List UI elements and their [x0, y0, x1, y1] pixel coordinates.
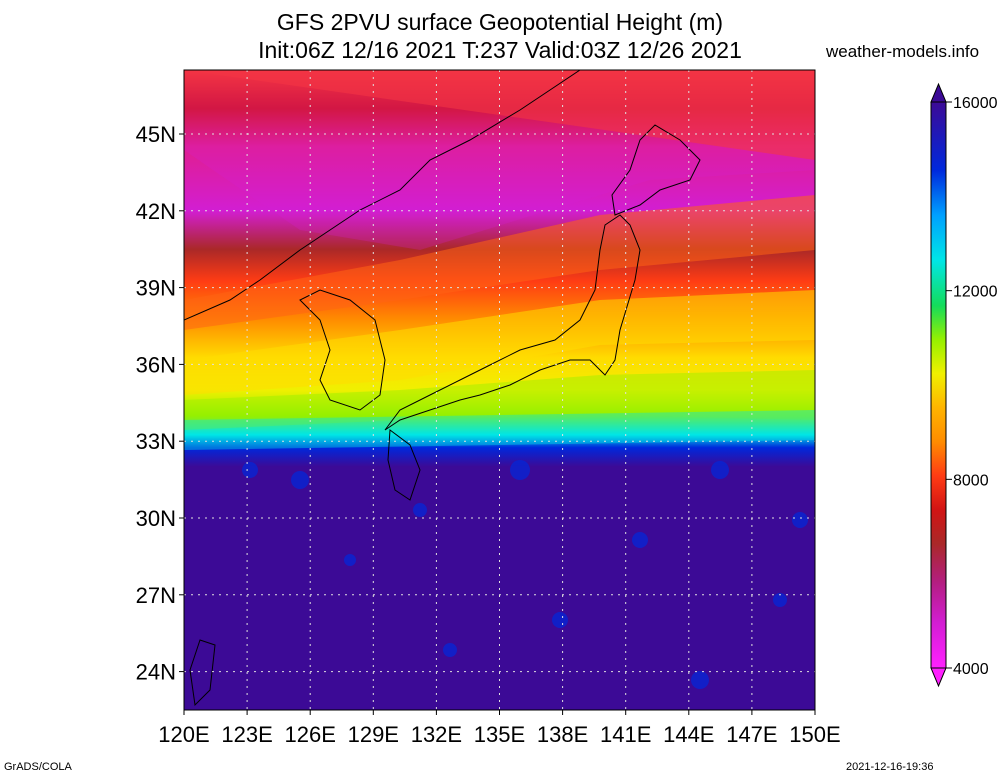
map-subtitle: Init:06Z 12/16 2021 T:237 Valid:03Z 12/2… — [258, 37, 742, 63]
footer-timestamp: 2021-12-16-19:36 — [846, 761, 934, 773]
lat-tick-label: 45N — [136, 122, 176, 147]
lat-tick-label: 24N — [136, 660, 176, 685]
lat-tick-label: 33N — [136, 429, 176, 454]
footer-software: GrADS/COLA — [4, 761, 72, 773]
colorbar-label: 16000 — [953, 95, 998, 112]
colorbar-bottom-arrow — [930, 667, 947, 688]
map-gridlines — [184, 70, 815, 710]
lon-tick-label: 144E — [663, 722, 714, 747]
lon-tick-label: 141E — [600, 722, 651, 747]
colorbar-label: 4000 — [953, 661, 989, 678]
lat-tick-label: 30N — [136, 506, 176, 531]
lon-tick-label: 135E — [474, 722, 525, 747]
lon-tick-label: 126E — [285, 722, 336, 747]
colorbar: 4000 8000 12000 16000 — [930, 82, 998, 688]
lon-tick-label: 120E — [158, 722, 209, 747]
colorbar-gradient — [930, 101, 947, 669]
map-title: GFS 2PVU surface Geopotential Height (m) — [276, 9, 724, 35]
lon-tick-label: 138E — [537, 722, 588, 747]
lat-tick-label: 42N — [136, 199, 176, 224]
site-credit: weather-models.info — [826, 42, 980, 61]
lon-tick-label: 123E — [221, 722, 272, 747]
lat-tick-label: 36N — [136, 352, 176, 377]
lon-tick-label: 129E — [348, 722, 399, 747]
lat-tick-label: 39N — [136, 276, 176, 301]
lon-tick-label: 147E — [726, 722, 777, 747]
geopotential-field — [184, 70, 815, 710]
lat-tick-label: 27N — [136, 583, 176, 608]
lon-tick-label: 150E — [789, 722, 840, 747]
colorbar-top-arrow — [930, 82, 947, 103]
colorbar-label: 12000 — [953, 284, 998, 301]
colorbar-label: 8000 — [953, 472, 989, 489]
lon-tick-label: 132E — [411, 722, 462, 747]
